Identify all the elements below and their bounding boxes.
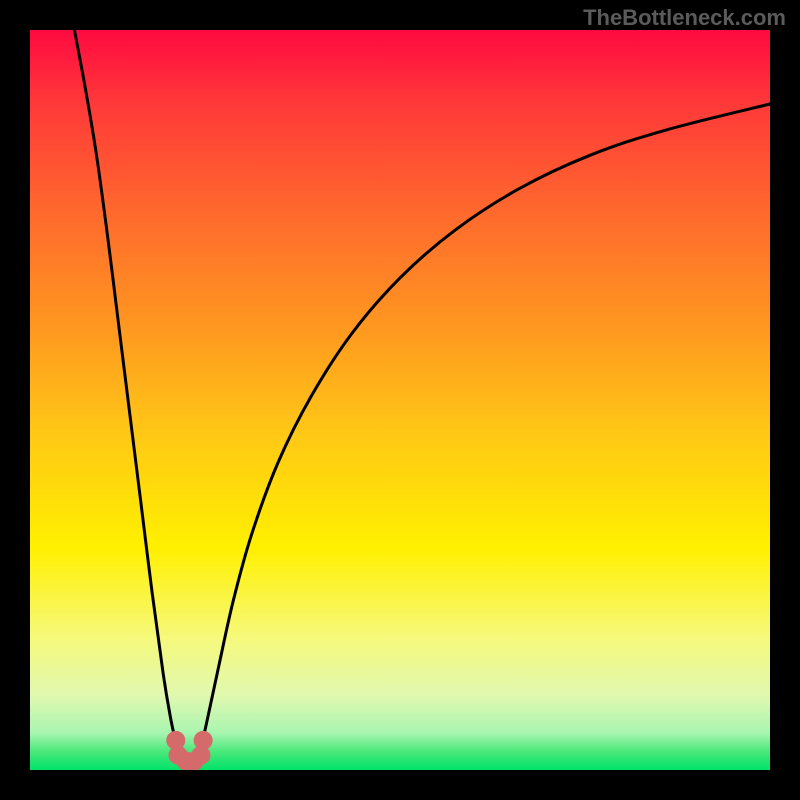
curve-svg <box>30 30 770 770</box>
watermark-text: TheBottleneck.com <box>583 5 786 30</box>
chart-container: TheBottleneck.com <box>0 0 800 800</box>
watermark: TheBottleneck.com <box>583 5 786 31</box>
plot-area <box>30 30 770 770</box>
curve-left-branch <box>74 30 175 742</box>
optimal-marker <box>194 731 212 749</box>
curve-right-branch <box>202 104 770 742</box>
